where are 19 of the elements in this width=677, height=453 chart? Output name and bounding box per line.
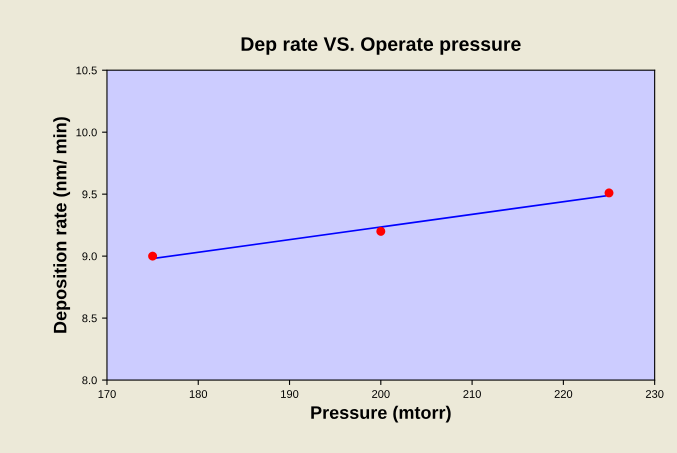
y-tick-label: 9.0 [82, 252, 97, 260]
y-tick-label: 10.5 [76, 66, 97, 74]
x-tick-label: 180 [190, 390, 208, 398]
chart-title: Dep rate VS. Operate pressure [242, 37, 521, 55]
x-tick-label: 210 [463, 390, 481, 398]
point [604, 188, 614, 198]
x-tick-label: 200 [372, 390, 390, 398]
x-tick-label: 220 [554, 390, 572, 398]
point [148, 252, 158, 261]
y-tick-label: 8.0 [82, 376, 97, 384]
y-axis-title: Deposition rate (nm/ min) [53, 117, 70, 333]
x-tick-label: 190 [281, 390, 298, 398]
y-tick-label: 10.0 [76, 128, 97, 136]
x-tick-label: 170 [98, 390, 116, 398]
point [376, 226, 386, 236]
y-tick-label: 9.5 [82, 190, 97, 198]
y-tick-label: 8.5 [82, 314, 97, 322]
x-axis-title: Pressure (mtorr) [311, 406, 451, 423]
x-tick-label: 230 [646, 390, 664, 398]
